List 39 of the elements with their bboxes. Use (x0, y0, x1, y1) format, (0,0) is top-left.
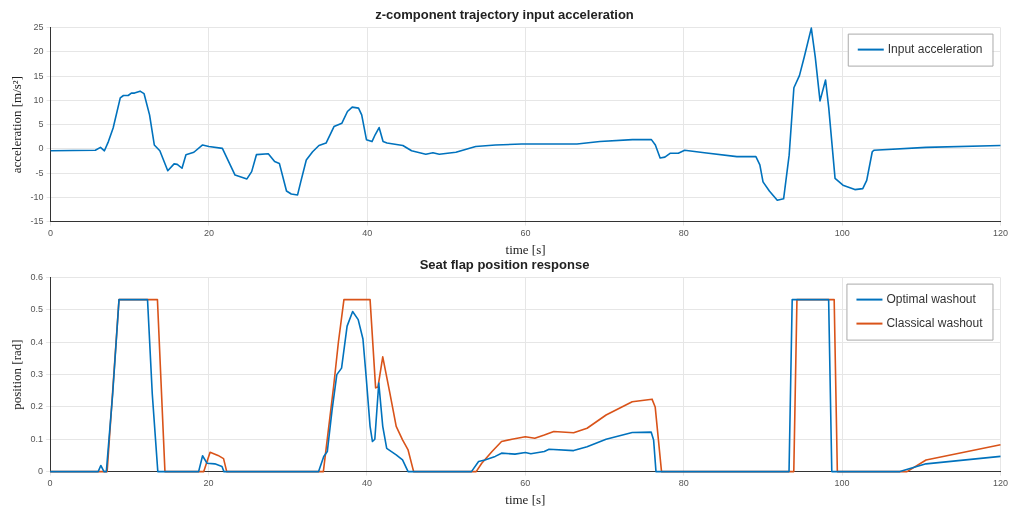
legend-label: Classical washout (886, 315, 984, 330)
x-tick-label: 60 (520, 478, 531, 489)
y-tick-label: 0 (38, 143, 44, 154)
y-tick-label: 0.6 (30, 272, 44, 283)
chart-title: z-component trajectory input acceleration (375, 7, 634, 23)
x-tick-label: 120 (992, 478, 1009, 489)
x-axis-title: time [s] (505, 491, 546, 507)
y-tick-label: 0.2 (30, 401, 44, 412)
x-tick-label: 80 (678, 478, 689, 489)
x-tick-label: 100 (834, 228, 850, 239)
legend-label: Optimal washout (886, 291, 977, 306)
y-tick-label: 0.5 (30, 304, 44, 315)
y-axis-title: acceleration [m/s²] (9, 75, 25, 174)
x-tick-label: 40 (362, 228, 373, 239)
y-tick-label: -15 (30, 216, 44, 227)
x-tick-label: 40 (361, 478, 372, 489)
y-tick-label: -10 (30, 191, 44, 202)
x-tick-label: 120 (992, 228, 1009, 239)
y-tick-label: 0.1 (30, 433, 44, 444)
x-tick-label: 20 (203, 478, 214, 489)
chart-title: Seat flap position response (419, 257, 590, 273)
x-tick-label: 20 (203, 228, 214, 239)
x-tick-label: 0 (47, 478, 53, 489)
x-tick-label: 0 (48, 228, 54, 239)
y-tick-label: 0.3 (30, 369, 44, 380)
y-tick-label: 25 (33, 22, 44, 33)
y-tick-label: 20 (33, 46, 44, 57)
y-axis-title: position [rad] (9, 339, 25, 410)
y-tick-label: 10 (33, 94, 44, 105)
y-tick-label: 15 (33, 70, 44, 81)
x-tick-label: 100 (834, 478, 850, 489)
legend-label: Input acceleration (887, 41, 983, 56)
y-tick-label: 0.4 (30, 336, 44, 347)
y-tick-label: 5 (38, 119, 44, 130)
y-tick-label: 0 (38, 466, 44, 477)
y-tick-label: -5 (35, 167, 44, 178)
x-tick-label: 80 (678, 228, 689, 239)
x-tick-label: 60 (520, 228, 531, 239)
x-axis-title: time [s] (505, 241, 546, 257)
